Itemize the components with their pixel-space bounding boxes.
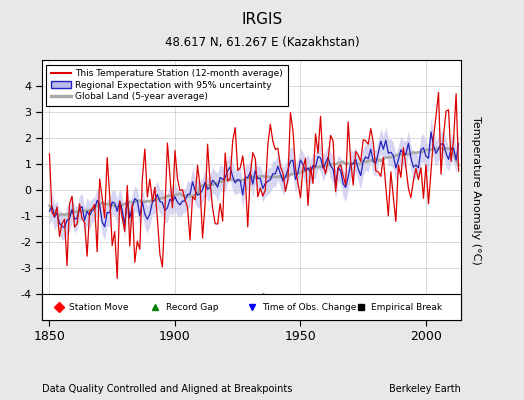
Y-axis label: Temperature Anomaly (°C): Temperature Anomaly (°C)	[471, 116, 481, 264]
Text: Data Quality Controlled and Aligned at Breakpoints: Data Quality Controlled and Aligned at B…	[42, 384, 292, 394]
Text: Berkeley Earth: Berkeley Earth	[389, 384, 461, 394]
Text: Station Move: Station Move	[69, 302, 129, 312]
Text: Empirical Break: Empirical Break	[371, 302, 442, 312]
Text: Record Gap: Record Gap	[166, 302, 218, 312]
Text: IRGIS: IRGIS	[242, 12, 282, 27]
Text: 48.617 N, 61.267 E (Kazakhstan): 48.617 N, 61.267 E (Kazakhstan)	[165, 36, 359, 49]
Text: Time of Obs. Change: Time of Obs. Change	[262, 302, 356, 312]
Legend: This Temperature Station (12-month average), Regional Expectation with 95% uncer: This Temperature Station (12-month avera…	[47, 64, 288, 106]
